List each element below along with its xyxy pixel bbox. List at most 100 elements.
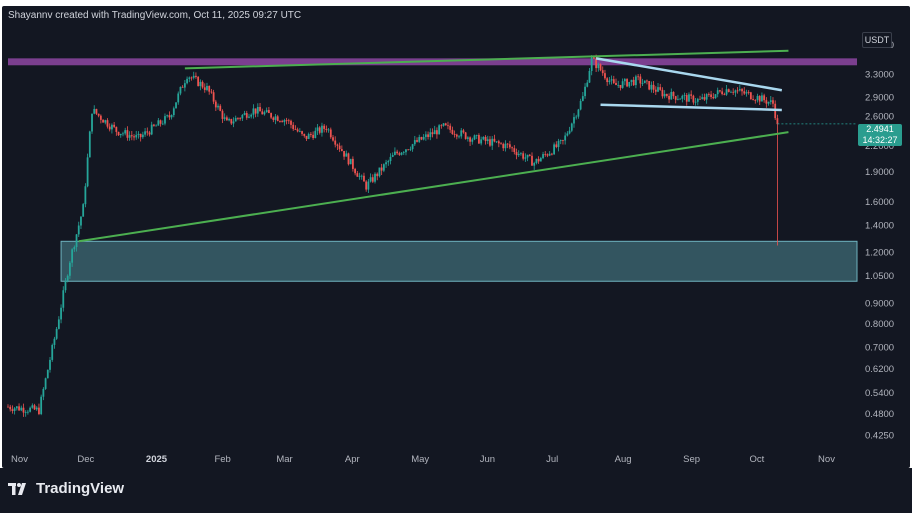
current-price-value: 2.4941 [866,124,894,134]
candle-body [690,94,693,96]
candle-body [40,396,43,415]
candle-body [455,134,458,137]
candle-body [31,405,34,408]
candle-body [164,116,166,124]
candle-body [128,135,131,138]
candle-body [234,117,237,122]
candle-body [761,95,763,102]
candle-body [712,97,715,99]
candle-body [349,158,352,165]
candle-body [696,98,699,102]
candle-body [294,128,297,130]
candle-body [212,92,215,102]
candle-body [347,153,350,165]
candle-body [336,144,339,146]
candle-body [413,140,416,145]
price-tick-16: 0.4250 [865,430,894,441]
candle-body [550,153,553,155]
candle-body [378,167,381,177]
candle-body [13,408,16,411]
candle-body [11,409,14,411]
price-tick-15: 0.4800 [865,409,894,420]
candle-body [104,120,107,123]
candle-body [369,177,372,182]
candle-body [177,93,180,103]
candle-body [544,154,547,155]
candle-body [305,135,308,139]
candle-body [513,148,516,153]
candle-body [405,149,407,153]
candle-body [424,134,427,137]
candle-body [694,101,697,103]
candle-body [714,94,717,99]
tradingview-brand[interactable]: TradingView [8,480,124,497]
candle-body [601,70,604,74]
candle-body [371,177,374,182]
candle-body [172,108,175,116]
candle-body [612,79,615,83]
candle-body [20,407,23,411]
candle-body [480,139,483,144]
candle-body [144,131,146,135]
candle-body [710,94,712,98]
candle-body [464,132,467,139]
candle-body [340,149,343,151]
time-tick-0: Nov [11,454,28,465]
candle-body [597,64,600,69]
price-tick-6: 1.6000 [865,197,894,208]
candle-body [360,175,363,177]
candle-body [55,328,58,339]
candle-body [73,247,76,250]
candle-body [203,87,206,90]
candle-body [723,94,726,95]
candle-body [201,81,204,88]
candle-body [281,121,284,123]
candle-body [210,91,213,93]
candle-body [186,78,188,84]
candle-body [217,105,219,108]
candle-body [367,181,370,190]
candle-body [528,154,531,156]
candle-body [323,125,326,129]
candle-body [692,95,695,103]
candle-body [290,120,292,125]
candle-body [548,153,551,156]
candle-body [49,359,51,370]
candle-body [559,140,562,141]
candle-body [453,134,456,135]
candle-body [511,147,513,149]
candle-body [122,133,124,135]
wedge-lower-line [600,103,782,112]
candle-body [546,154,549,156]
candle-body [237,117,239,119]
candle-body [334,140,337,145]
candle-body [80,216,82,226]
candle-body [606,78,609,83]
candle-body [389,156,392,162]
candle-body [429,132,432,137]
candle-body [699,98,701,100]
candle-body [491,138,494,146]
currency-label[interactable]: USDT [862,32,892,48]
price-chart[interactable]: 3.90003.30002.90002.60002.20001.90001.60… [2,6,910,468]
candle-body [301,131,303,134]
candle-body [484,136,487,142]
candle-body [69,262,71,276]
candle-body [402,152,405,153]
candle-body [261,111,264,115]
candle-body [318,127,321,133]
time-tick-9: Aug [615,454,632,465]
candle-body [148,132,151,135]
candle-body [396,151,399,154]
demand-zone [60,240,858,282]
candle-body [515,152,518,156]
candle-body [466,137,469,139]
current-price-badge: 2.4941 14:32:27 [858,124,902,146]
candle-body [520,153,522,155]
candle-body [150,124,153,135]
candle-body [124,130,127,134]
time-tick-6: May [411,454,429,465]
price-tick-14: 0.5400 [865,388,894,399]
candle-body [309,133,312,135]
chart-panel[interactable]: Shayannv created with TradingView.com, O… [2,6,910,468]
